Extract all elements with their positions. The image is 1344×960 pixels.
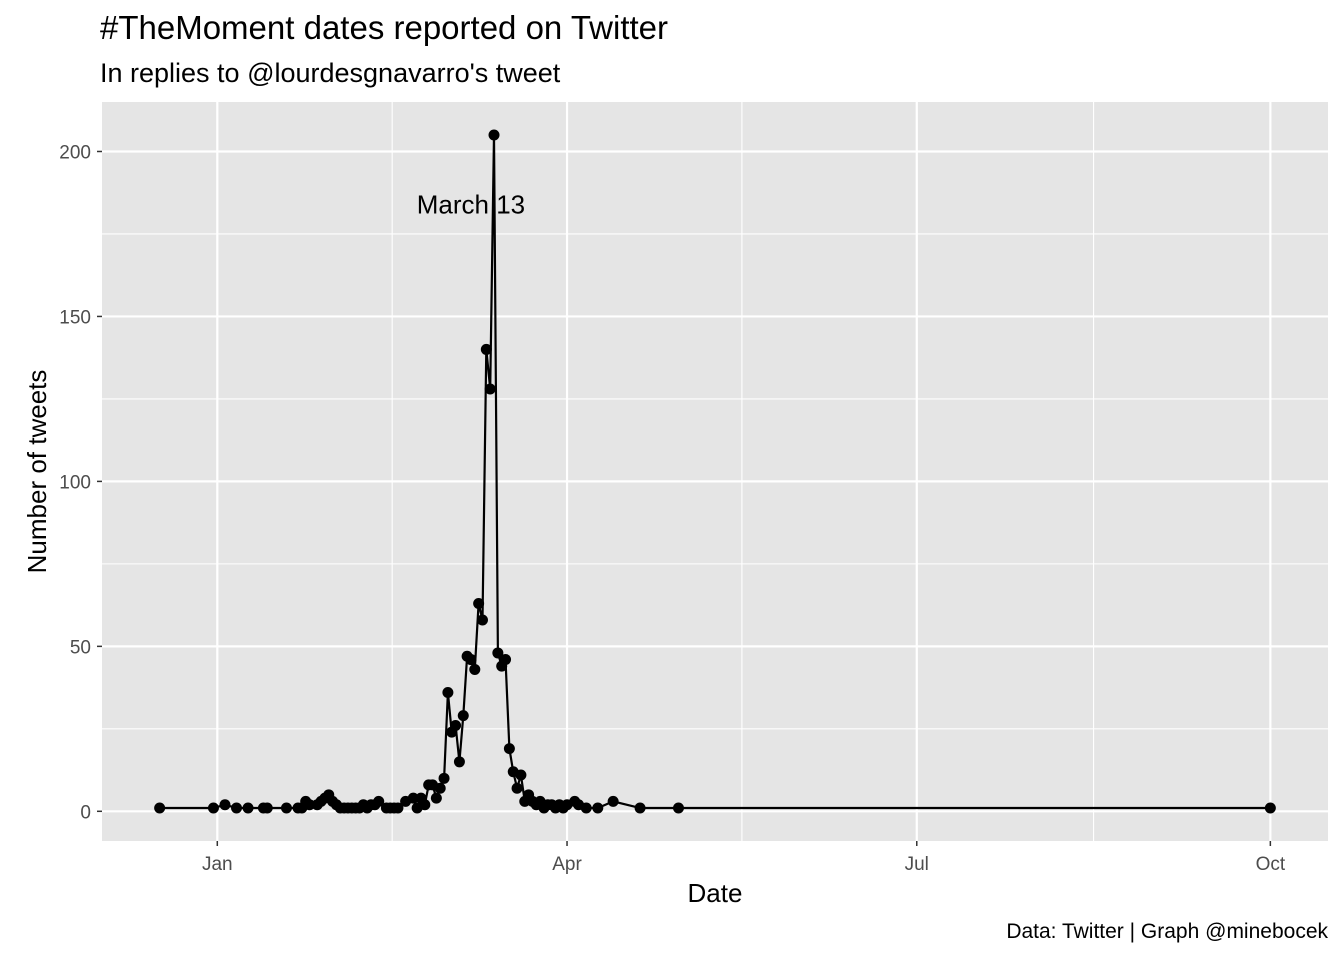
data-point xyxy=(419,799,431,811)
data-point xyxy=(469,663,481,675)
data-point xyxy=(453,756,465,768)
data-point xyxy=(154,802,166,814)
data-point xyxy=(434,782,446,794)
data-point xyxy=(304,799,316,811)
data-point xyxy=(484,383,496,395)
x-tick-label: Jan xyxy=(202,854,233,875)
data-point xyxy=(500,654,512,666)
data-point xyxy=(219,799,231,811)
x-axis-title: Date xyxy=(688,878,743,908)
y-tick-label: 200 xyxy=(59,142,91,163)
data-point xyxy=(580,802,592,814)
data-point xyxy=(488,129,500,141)
chart-caption: Data: Twitter | Graph @minebocek xyxy=(1006,920,1328,943)
x-tick-label: Jul xyxy=(905,854,929,875)
data-point xyxy=(503,743,515,755)
data-point xyxy=(1264,802,1276,814)
data-point xyxy=(480,343,492,355)
data-point xyxy=(407,792,419,804)
data-point xyxy=(280,802,292,814)
data-point xyxy=(515,769,527,781)
data-point xyxy=(476,614,488,626)
x-tick-label: Oct xyxy=(1256,854,1286,875)
data-point xyxy=(465,654,477,666)
y-tick-label: 50 xyxy=(70,637,91,658)
y-tick-label: 150 xyxy=(59,307,91,328)
chart-subtitle: In replies to @lourdesgnavarro's tweet xyxy=(100,58,561,88)
data-point xyxy=(207,802,219,814)
major-gridlines xyxy=(102,102,1328,841)
data-point xyxy=(492,647,504,659)
x-axis-ticks: Jan Apr Jul Oct xyxy=(202,841,1286,875)
data-point xyxy=(392,802,404,814)
data-point xyxy=(607,795,619,807)
data-points xyxy=(154,129,1276,814)
y-axis-ticks: 0 50 100 150 200 xyxy=(59,142,102,823)
data-point xyxy=(373,795,385,807)
peak-annotation: March 13 xyxy=(417,189,525,219)
plot-panel xyxy=(102,102,1328,841)
data-point xyxy=(430,792,442,804)
minor-gridlines xyxy=(102,102,1328,841)
x-tick-label: Apr xyxy=(552,854,582,875)
data-point xyxy=(442,687,454,699)
data-point xyxy=(457,710,469,722)
data-point xyxy=(438,772,450,784)
data-point xyxy=(242,802,254,814)
data-point xyxy=(634,802,646,814)
data-point xyxy=(672,802,684,814)
data-point xyxy=(231,802,243,814)
data-point xyxy=(261,802,273,814)
data-point xyxy=(473,597,485,609)
y-tick-label: 100 xyxy=(59,472,91,493)
data-point xyxy=(511,782,523,794)
data-point xyxy=(450,720,462,732)
y-axis-title: Number of tweets xyxy=(22,370,52,574)
data-point xyxy=(592,802,604,814)
y-tick-label: 0 xyxy=(80,802,91,823)
chart-title: #TheMoment dates reported on Twitter xyxy=(100,9,669,46)
